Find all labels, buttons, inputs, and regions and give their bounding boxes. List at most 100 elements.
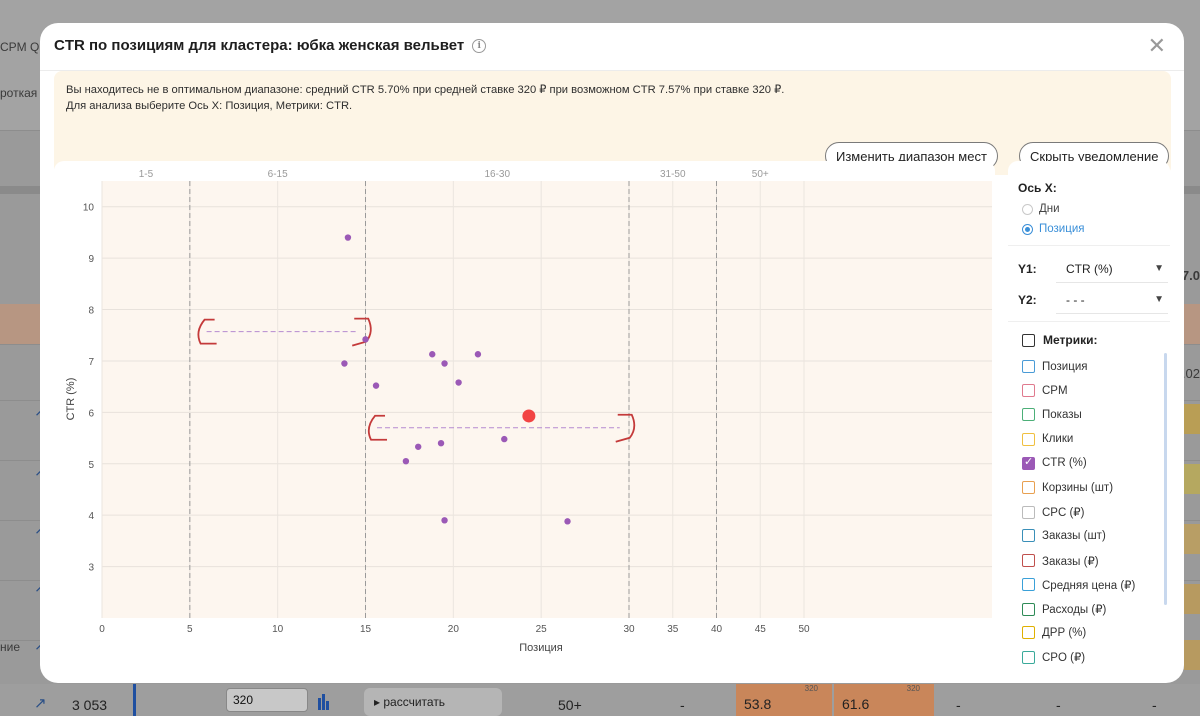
metric-label: CPC (₽) xyxy=(1042,507,1085,520)
close-icon[interactable]: ✕ xyxy=(1147,33,1166,58)
notice-text-line2: Для анализа выберите Ось X: Позиция, Мет… xyxy=(66,100,353,112)
checkbox-icon[interactable] xyxy=(1022,529,1035,543)
metric-label: CTR (%) xyxy=(1042,457,1087,470)
bg-cell-sup: 320 xyxy=(804,684,818,693)
zone-label: 1-5 xyxy=(139,169,154,180)
radio-position-label: Позиция xyxy=(1039,223,1085,235)
data-point xyxy=(402,457,410,465)
scrollbar[interactable] xyxy=(1164,353,1167,605)
metric-label: Заказы (₽) xyxy=(1042,555,1099,568)
bar-chart-icon[interactable] xyxy=(318,698,321,710)
x-tick-label: 40 xyxy=(711,624,723,635)
y-tick-label: 9 xyxy=(88,254,94,265)
metrics-toggle[interactable]: Метрики: xyxy=(1022,333,1097,347)
metric-item[interactable]: Показы xyxy=(1022,408,1082,422)
metric-label: Корзины (шт) xyxy=(1042,481,1114,494)
checkbox-icon[interactable] xyxy=(1022,505,1035,519)
x-tick-label: 20 xyxy=(448,624,460,635)
y1-value: CTR (%) xyxy=(1066,261,1113,276)
checkbox-icon[interactable] xyxy=(1022,432,1035,446)
checkbox-icon[interactable] xyxy=(1022,578,1035,592)
x-tick-label: 25 xyxy=(536,624,548,635)
metric-label: ДРР (%) xyxy=(1042,626,1087,639)
bg-label-short: роткая xyxy=(0,86,38,100)
y-tick-label: 4 xyxy=(88,511,94,522)
metric-item[interactable]: CPM xyxy=(1022,384,1068,398)
data-point xyxy=(501,435,508,443)
data-point xyxy=(437,440,445,447)
metric-label: Расходы (₽) xyxy=(1042,604,1107,616)
bar-chart-icon[interactable] xyxy=(326,701,329,710)
y-tick-label: 8 xyxy=(88,306,94,317)
current-position-point xyxy=(522,409,536,423)
notice-banner: Вы находитесь не в оптимальном диапазоне… xyxy=(54,71,1171,175)
calculate-button[interactable]: ▸ рассчитать xyxy=(364,688,502,716)
bg-position: 50+ xyxy=(558,697,582,713)
checkbox-icon[interactable] xyxy=(1022,650,1035,664)
bg-color-cell xyxy=(1184,524,1200,554)
divider xyxy=(40,70,1184,71)
metric-item[interactable]: Позиция xyxy=(1022,360,1087,373)
divider xyxy=(1008,245,1170,246)
metric-item[interactable]: CPC (₽) xyxy=(1022,505,1084,519)
checkbox-icon[interactable] xyxy=(1022,554,1035,568)
y2-select[interactable]: - - - ▼ xyxy=(1056,286,1168,314)
metric-item[interactable]: Клики xyxy=(1022,432,1073,446)
divider xyxy=(1008,321,1170,322)
info-icon[interactable]: i xyxy=(472,38,487,53)
checkbox-icon[interactable] xyxy=(1022,408,1035,422)
bg-dash: - xyxy=(680,697,685,713)
bid-input[interactable]: 320 xyxy=(226,688,308,712)
expand-arrow-icon[interactable]: ↗ xyxy=(34,695,47,712)
metric-label: Средняя цена (₽) xyxy=(1042,579,1136,592)
metric-item[interactable]: Заказы (₽) xyxy=(1022,554,1099,568)
plot-area xyxy=(102,181,992,618)
chart-settings-panel: Ось X: Дни Позиция Y1: CTR (%) ▼ Y2: - -… xyxy=(1008,161,1170,671)
bg-dash: - xyxy=(1152,697,1157,713)
y1-select[interactable]: CTR (%) ▼ xyxy=(1056,255,1168,283)
data-point xyxy=(372,382,380,389)
checkbox-checked-icon[interactable] xyxy=(1022,455,1035,470)
bar-chart-icon[interactable] xyxy=(322,694,325,710)
data-point xyxy=(341,360,348,367)
checkbox-icon[interactable] xyxy=(1022,333,1035,347)
checkbox-icon[interactable] xyxy=(1022,481,1035,494)
data-point xyxy=(429,351,436,358)
bg-dash: - xyxy=(1056,697,1061,713)
x-tick-label: 45 xyxy=(755,624,767,635)
data-point xyxy=(455,379,462,386)
checkbox-icon[interactable] xyxy=(1022,384,1035,398)
play-icon: ▸ xyxy=(374,695,381,709)
metric-item[interactable]: Корзины (шт) xyxy=(1022,481,1113,494)
metric-label: CPM xyxy=(1042,384,1068,397)
checkbox-icon[interactable] xyxy=(1022,602,1035,616)
zone-label: 16-30 xyxy=(484,169,510,180)
ctr-modal: CTR по позициям для кластера: юбка женск… xyxy=(40,23,1184,683)
metric-item[interactable]: Заказы (шт) xyxy=(1022,529,1106,543)
metric-item[interactable]: CTR (%) xyxy=(1022,455,1087,470)
metric-item[interactable]: Расходы (₽) xyxy=(1022,602,1106,616)
checkbox-icon[interactable] xyxy=(1022,360,1035,373)
zone-label: 31-50 xyxy=(660,169,686,180)
data-point xyxy=(441,517,448,524)
y2-select-row: Y2: - - - ▼ xyxy=(1018,286,1168,314)
bg-color-cell xyxy=(1184,640,1200,670)
metric-item[interactable]: Средняя цена (₽) xyxy=(1022,578,1135,592)
x-tick-label: 50 xyxy=(798,624,810,635)
chevron-down-icon: ▼ xyxy=(1154,263,1164,274)
metric-item[interactable]: ДРР (%) xyxy=(1022,626,1087,640)
y-tick-label: 10 xyxy=(83,203,95,214)
radio-position[interactable]: Позиция xyxy=(1022,223,1084,235)
y-axis-label: CTR (%) xyxy=(65,378,77,421)
chart-panel: 3 4 5 6 7 8 9 10 0 5 10 15 20 25 30 35 40 45 50 1-5 6-15 16-3… xyxy=(54,161,995,668)
calculate-label: рассчитать xyxy=(383,695,446,709)
data-point xyxy=(415,443,422,450)
bg-cell-sup: 320 xyxy=(906,684,920,693)
checkbox-icon[interactable] xyxy=(1022,626,1035,640)
hide-notice-button[interactable]: Скрыть уведомление xyxy=(1019,142,1170,170)
radio-days[interactable]: Дни xyxy=(1022,203,1060,215)
radio-selected-icon[interactable] xyxy=(1022,223,1033,235)
metric-item[interactable]: CPO (₽) xyxy=(1022,650,1085,664)
radio-icon[interactable] xyxy=(1022,203,1033,215)
